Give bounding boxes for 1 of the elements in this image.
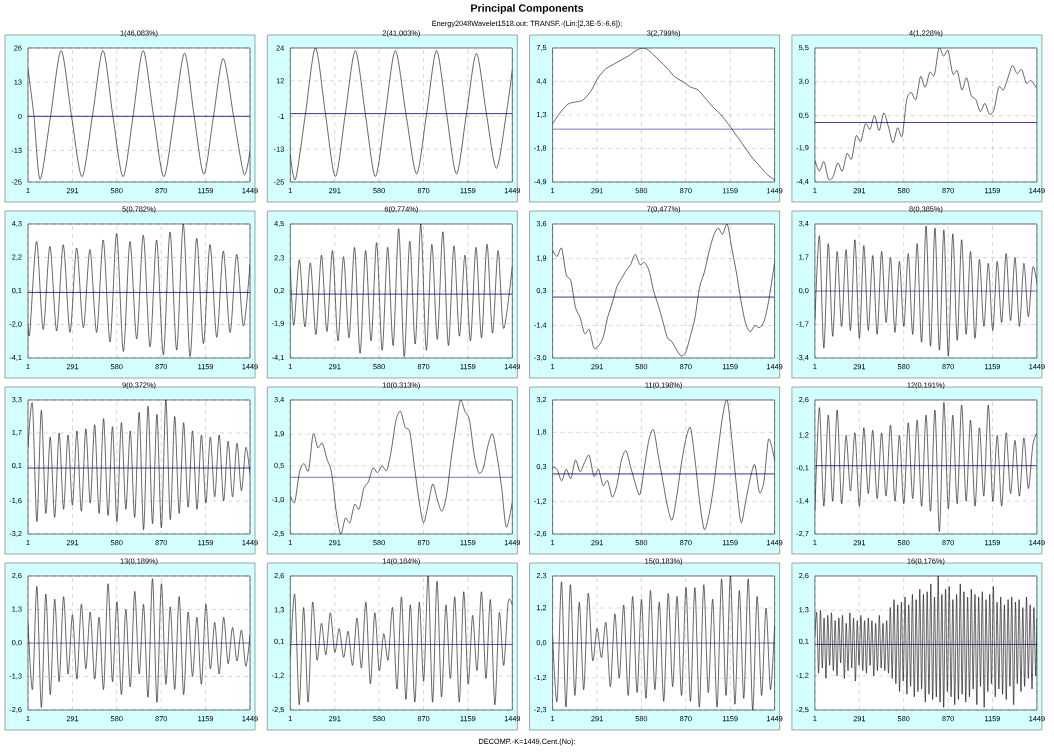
text: Principal Components <box>471 4 584 14</box>
